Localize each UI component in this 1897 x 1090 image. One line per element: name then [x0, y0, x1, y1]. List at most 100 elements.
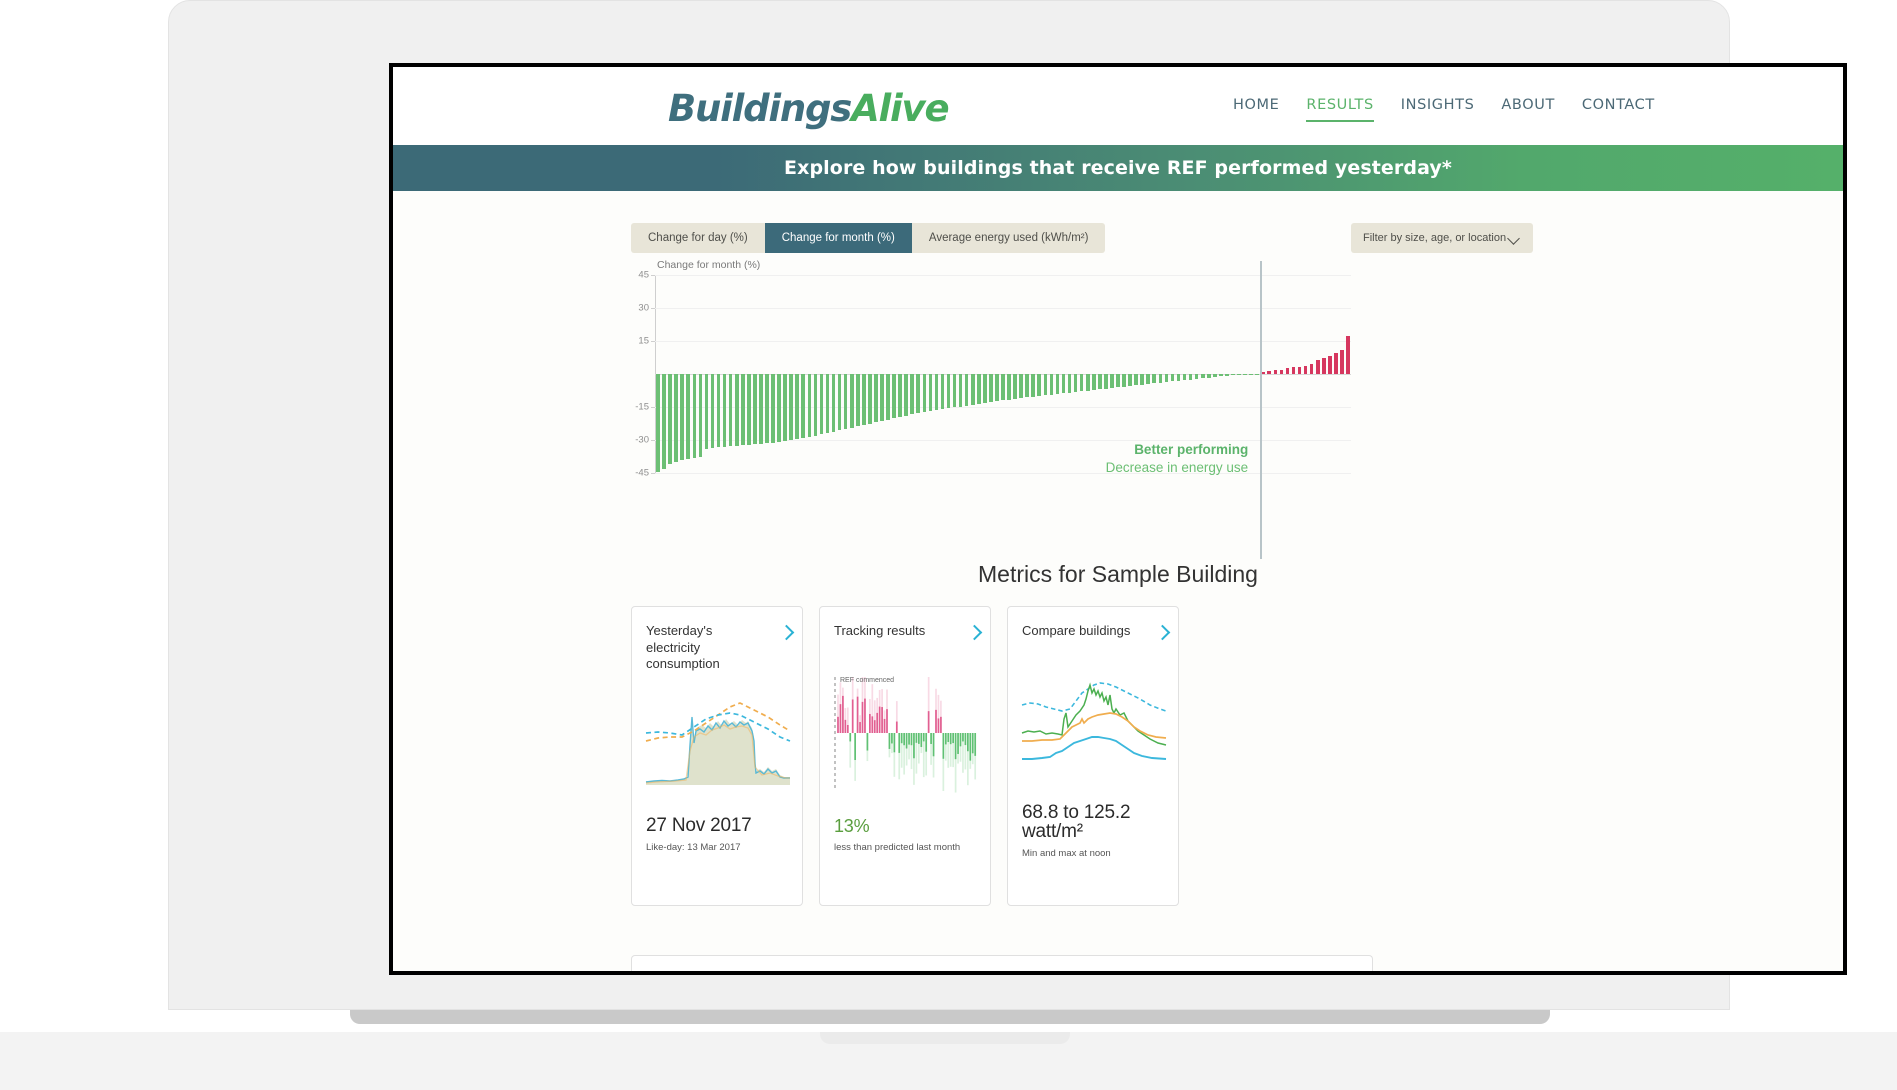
- chart-bar[interactable]: [861, 374, 866, 426]
- chart-bar[interactable]: [1170, 374, 1175, 382]
- chart-bar[interactable]: [910, 374, 915, 415]
- chart-bar[interactable]: [1225, 374, 1229, 376]
- chart-bar[interactable]: [1213, 374, 1217, 377]
- nav-item-insights[interactable]: INSIGHTS: [1400, 97, 1475, 113]
- chart-bar[interactable]: [771, 374, 775, 443]
- chart-bar[interactable]: [1243, 374, 1247, 375]
- chart-bar[interactable]: [1122, 374, 1126, 387]
- chart-plot-area[interactable]: 45 30 15 -15 -30 -45: [635, 261, 1351, 559]
- chart-bar[interactable]: [934, 374, 939, 411]
- filter-dropdown[interactable]: Filter by size, age, or location: [1351, 223, 1533, 253]
- chart-bar[interactable]: [1073, 374, 1078, 393]
- chart-bar[interactable]: [1321, 357, 1326, 374]
- chart-bar[interactable]: [1134, 374, 1138, 386]
- chart-bar[interactable]: [1025, 374, 1030, 398]
- chart-bar[interactable]: [734, 374, 739, 446]
- site-logo[interactable]: BuildingsAlive: [668, 87, 950, 130]
- chart-bar[interactable]: [1158, 374, 1163, 383]
- chart-bar[interactable]: [892, 374, 896, 419]
- chart-bar[interactable]: [1249, 374, 1253, 375]
- chart-bar[interactable]: [1255, 374, 1259, 375]
- chart-bar[interactable]: [1001, 374, 1005, 401]
- chart-bar[interactable]: [1055, 374, 1060, 395]
- chart-bar[interactable]: [1104, 374, 1108, 389]
- chart-bar[interactable]: [995, 374, 999, 402]
- chevron-right-icon[interactable]: [968, 625, 982, 639]
- chart-bar[interactable]: [777, 374, 781, 442]
- chart-bar[interactable]: [1098, 374, 1102, 390]
- chart-bar[interactable]: [952, 374, 957, 408]
- chart-bar[interactable]: [976, 374, 981, 404]
- chart-bar[interactable]: [1279, 369, 1284, 374]
- chart-bar[interactable]: [789, 374, 793, 440]
- chart-bar[interactable]: [1237, 374, 1241, 376]
- chart-bar[interactable]: [795, 374, 800, 440]
- chart-bar[interactable]: [1152, 374, 1157, 384]
- chart-bar[interactable]: [1182, 374, 1187, 381]
- chart-bar[interactable]: [898, 374, 902, 418]
- chart-bar[interactable]: [958, 374, 963, 407]
- chart-bar[interactable]: [1128, 374, 1132, 387]
- tab-change-for-month[interactable]: Change for month (%): [764, 223, 912, 253]
- chart-bar[interactable]: [970, 374, 975, 405]
- chart-bar[interactable]: [698, 374, 703, 458]
- chevron-right-icon[interactable]: [1156, 625, 1170, 639]
- chart-bar[interactable]: [946, 374, 951, 409]
- chart-bar[interactable]: [1037, 374, 1042, 396]
- chart-bar[interactable]: [740, 374, 745, 446]
- chart-bar[interactable]: [1231, 374, 1235, 376]
- chart-bar[interactable]: [916, 374, 921, 414]
- chart-bar[interactable]: [1146, 374, 1151, 385]
- chart-bar[interactable]: [964, 374, 969, 406]
- chart-bar[interactable]: [662, 374, 666, 470]
- nav-item-home[interactable]: HOME: [1233, 97, 1280, 113]
- chart-bar[interactable]: [722, 374, 727, 448]
- chart-bar[interactable]: [1013, 374, 1017, 399]
- chart-bar[interactable]: [1328, 355, 1332, 374]
- chart-bar[interactable]: [674, 374, 678, 463]
- chart-bar[interactable]: [1110, 374, 1114, 389]
- chart-bar[interactable]: [746, 374, 751, 445]
- chart-bar[interactable]: [1334, 352, 1338, 374]
- chart-bar[interactable]: [753, 374, 757, 445]
- chart-bar[interactable]: [716, 374, 721, 448]
- chart-bar[interactable]: [1200, 374, 1205, 379]
- chart-bar[interactable]: [1303, 366, 1308, 374]
- chart-bar[interactable]: [1261, 371, 1266, 374]
- chart-bar[interactable]: [1340, 349, 1344, 374]
- chart-bar[interactable]: [989, 374, 993, 403]
- chart-bar[interactable]: [1085, 374, 1090, 391]
- chart-bar[interactable]: [880, 374, 884, 422]
- chart-bar[interactable]: [825, 374, 830, 433]
- chart-bar[interactable]: [783, 374, 787, 441]
- chart-bar[interactable]: [843, 374, 848, 429]
- chart-bar[interactable]: [765, 374, 769, 444]
- chart-bar[interactable]: [1164, 374, 1169, 383]
- chart-bar[interactable]: [819, 374, 824, 435]
- chart-bar[interactable]: [1297, 366, 1302, 374]
- tab-change-for-day[interactable]: Change for day (%): [631, 223, 765, 253]
- chart-bar[interactable]: [1188, 374, 1193, 380]
- chart-bar[interactable]: [1309, 364, 1314, 374]
- chart-bar[interactable]: [692, 374, 697, 459]
- nav-item-contact[interactable]: CONTACT: [1581, 97, 1655, 113]
- card-tracking-results[interactable]: Tracking results REF commenced 13% less …: [819, 606, 991, 906]
- chart-bar[interactable]: [656, 374, 660, 472]
- chart-bar[interactable]: [1067, 374, 1072, 393]
- chart-bar[interactable]: [922, 374, 927, 412]
- chart-bar[interactable]: [1206, 374, 1211, 378]
- chevron-right-icon[interactable]: [780, 625, 794, 639]
- chart-bar[interactable]: [1140, 374, 1144, 385]
- chart-bar[interactable]: [928, 374, 933, 411]
- card-compare-buildings[interactable]: Compare buildings 68.8 to 125.2 watt/m²: [1007, 606, 1179, 906]
- tab-average-energy-used[interactable]: Average energy used (kWh/m²): [911, 223, 1106, 253]
- chart-bar[interactable]: [1267, 371, 1272, 374]
- chart-bar[interactable]: [1061, 374, 1066, 394]
- chart-bar[interactable]: [1049, 374, 1054, 395]
- chart-bar[interactable]: [759, 374, 763, 444]
- chart-bar[interactable]: [1219, 374, 1223, 377]
- chart-bar[interactable]: [940, 374, 945, 410]
- chart-bar[interactable]: [704, 374, 709, 449]
- chart-bar[interactable]: [668, 374, 672, 465]
- chart-bar[interactable]: [1019, 374, 1023, 398]
